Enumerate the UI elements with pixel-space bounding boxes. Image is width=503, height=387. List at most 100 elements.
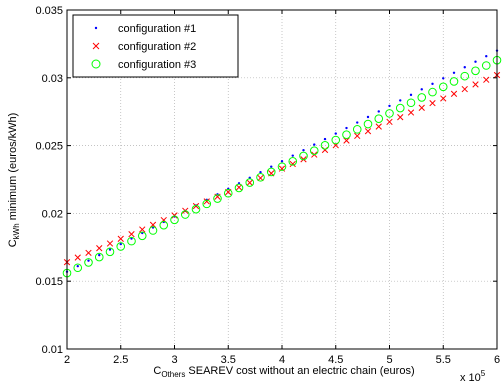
data-point [397, 114, 404, 121]
data-point [334, 132, 337, 135]
y-tick-label: 0.015 [35, 276, 63, 288]
data-point [130, 237, 133, 240]
legend: configuration #1 configuration #2 config… [72, 14, 239, 78]
y-tick-label: 0.01 [42, 344, 63, 356]
data-point [116, 242, 126, 251]
data-point [463, 66, 466, 69]
data-point [449, 77, 459, 86]
data-point [235, 184, 243, 191]
data-point [364, 128, 372, 135]
data-point [386, 118, 393, 126]
data-point [438, 82, 448, 92]
data-point [87, 259, 90, 262]
data-point [98, 253, 101, 257]
legend-marker-config1 [94, 26, 98, 30]
data-point [85, 249, 92, 257]
data-point [128, 230, 135, 238]
data-point [481, 61, 491, 70]
data-point [460, 71, 470, 81]
legend-box [72, 14, 239, 78]
plot-frame [66, 9, 498, 350]
data-point [352, 125, 362, 134]
data-point [395, 103, 405, 113]
data-point [256, 172, 265, 182]
data-point [278, 165, 286, 172]
data-point [171, 212, 178, 219]
data-point [84, 258, 93, 267]
data-point [213, 194, 222, 203]
x-tick-label: 3.5 [221, 354, 236, 366]
data-point [407, 109, 415, 116]
y-axis-label: CkWh minimum (euros/kWh) [7, 113, 21, 248]
data-point [331, 135, 341, 145]
data-point [223, 188, 233, 198]
data-point [356, 121, 359, 124]
data-point [270, 165, 273, 168]
data-point [108, 248, 112, 251]
data-point [342, 130, 351, 139]
data-point [192, 202, 200, 210]
data-point [399, 99, 402, 102]
data-points [62, 49, 502, 278]
x-tick-label: 4 [279, 354, 285, 366]
data-point [246, 179, 253, 186]
data-point [234, 183, 244, 193]
legend-marker-config2 [92, 42, 100, 50]
data-point [374, 114, 384, 124]
data-point [388, 104, 391, 108]
data-point [137, 231, 147, 241]
data-point [385, 109, 394, 118]
data-point [418, 104, 425, 111]
tick-labels: 2 2.5 3 3.5 4 4.5 5 5.5 6 0.01 0.015 0.02 0.025 0.03 0… [35, 5, 500, 366]
data-point [354, 132, 361, 140]
legend-label-config2: configuration #2 [118, 41, 196, 53]
data-point [420, 88, 423, 91]
x-tick-label: 2.5 [113, 354, 128, 366]
x-tick-label: 5 [386, 354, 392, 366]
x-tick-label: 2 [64, 354, 70, 366]
data-point [313, 143, 316, 146]
data-point [291, 154, 294, 157]
y-tick-label: 0.025 [35, 141, 63, 153]
data-point [159, 220, 169, 230]
data-point [363, 119, 373, 129]
data-point [309, 146, 319, 155]
data-point [428, 87, 437, 97]
data-point [474, 60, 477, 63]
data-point [105, 247, 115, 257]
data-point [409, 93, 413, 97]
data-point [406, 98, 416, 108]
data-point [266, 167, 276, 177]
data-point [472, 81, 479, 88]
data-point [321, 146, 329, 154]
data-point [450, 90, 458, 97]
data-point [96, 245, 103, 252]
data-point [73, 263, 83, 273]
data-point [180, 210, 190, 219]
data-point [442, 77, 445, 80]
legend-label-config1: configuration #1 [118, 23, 196, 35]
data-point [485, 55, 488, 58]
data-point [203, 198, 210, 205]
grid [67, 10, 497, 349]
x-multiplier: x 105 [460, 369, 486, 384]
data-point [288, 156, 298, 166]
data-point [245, 178, 255, 187]
x-tick-label: 4.5 [328, 354, 343, 366]
data-point [170, 215, 179, 225]
data-point [483, 76, 490, 83]
series-3 [62, 55, 502, 278]
data-point [343, 137, 350, 144]
data-point [320, 141, 330, 150]
data-point [377, 110, 380, 113]
data-point [417, 93, 427, 102]
axes [66, 9, 498, 350]
data-point [202, 199, 212, 209]
data-point [431, 82, 434, 86]
data-point [366, 115, 370, 119]
data-point [139, 226, 146, 233]
legend-marker-config3 [91, 59, 101, 69]
data-point [302, 148, 305, 152]
data-point [375, 123, 382, 130]
